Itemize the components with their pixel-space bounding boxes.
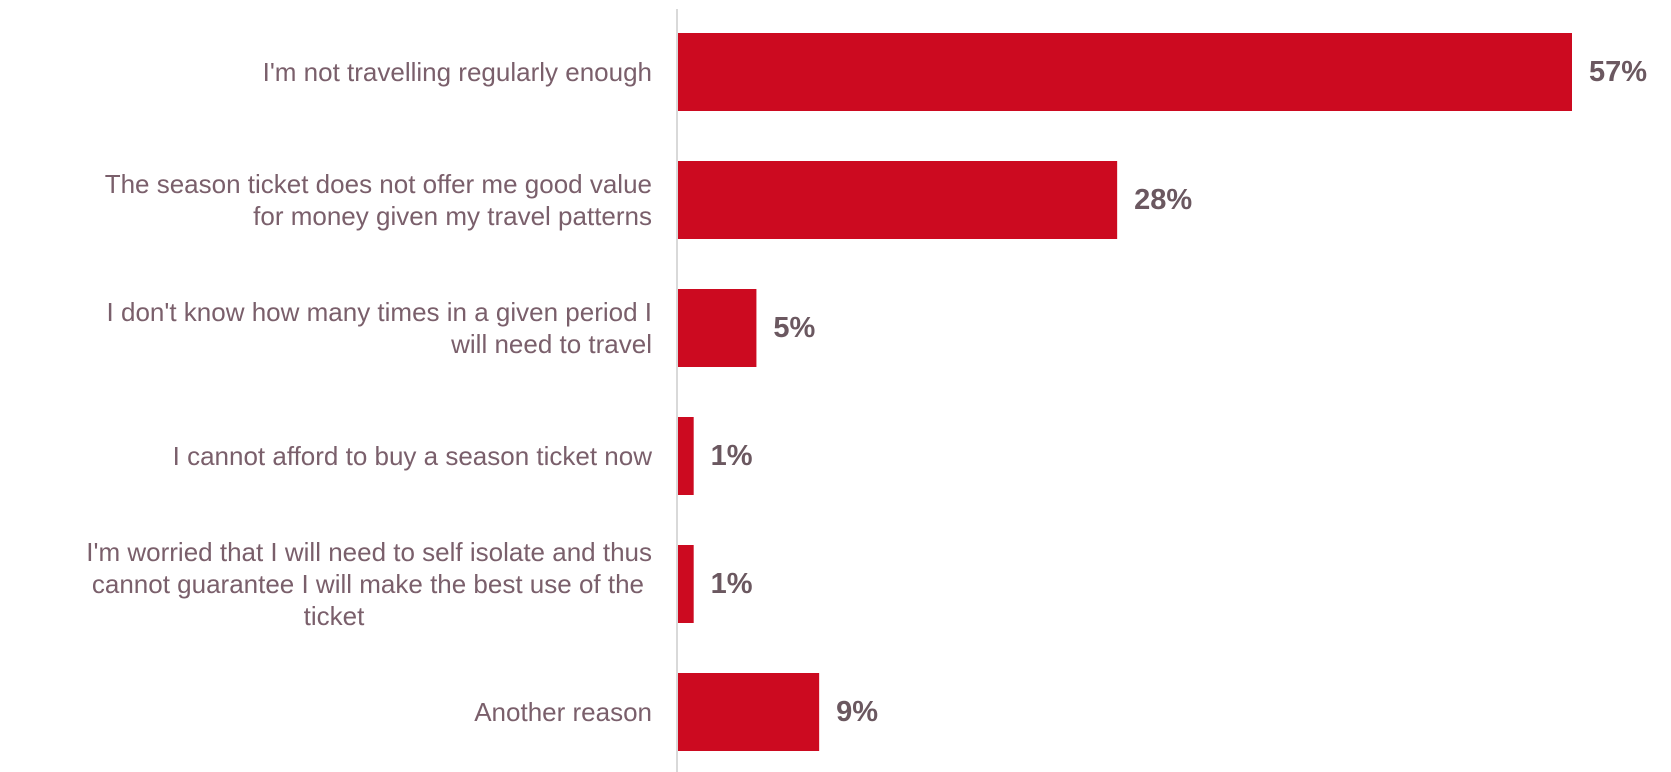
category-label-5: I'm worried that I will need to self iso… (0, 536, 652, 632)
category-label-line: ticket (303, 601, 365, 631)
category-label-line: Another reason (474, 697, 652, 727)
bar-3 (678, 289, 757, 367)
bar-2 (678, 161, 1118, 239)
category-label-line: I don't know how many times in a given p… (106, 297, 652, 327)
value-label-5: 1% (711, 568, 753, 600)
category-label-line: will need to travel (451, 329, 652, 359)
value-label-1: 57% (1589, 56, 1647, 88)
bar-4 (678, 417, 694, 495)
category-label-line: I'm not travelling regularly enough (262, 57, 652, 87)
category-label-1: I'm not travelling regularly enough (0, 56, 652, 88)
bars-layer (678, 33, 1572, 751)
value-label-2: 28% (1134, 184, 1192, 216)
category-label-line: for money given my travel patterns (253, 201, 652, 231)
category-label-3: I don't know how many times in a given p… (0, 296, 652, 360)
category-label-line: The season ticket does not offer me good… (104, 169, 652, 199)
bar-6 (678, 673, 820, 751)
value-label-6: 9% (836, 696, 878, 728)
category-label-6: Another reason (0, 696, 652, 728)
category-label-line: I'm worried that I will need to self iso… (86, 537, 652, 567)
bar-1 (678, 33, 1572, 111)
category-label-2: The season ticket does not offer me good… (0, 168, 652, 232)
category-label-line: I cannot afford to buy a season ticket n… (172, 441, 652, 471)
bar-5 (678, 545, 694, 623)
category-label-line: cannot guarantee I will make the best us… (91, 569, 644, 599)
category-label-4: I cannot afford to buy a season ticket n… (0, 440, 652, 472)
value-labels-layer: 57% 28% 5% 1% 1% 9% (711, 56, 1648, 728)
value-label-3: 5% (773, 312, 815, 344)
value-label-4: 1% (711, 440, 753, 472)
